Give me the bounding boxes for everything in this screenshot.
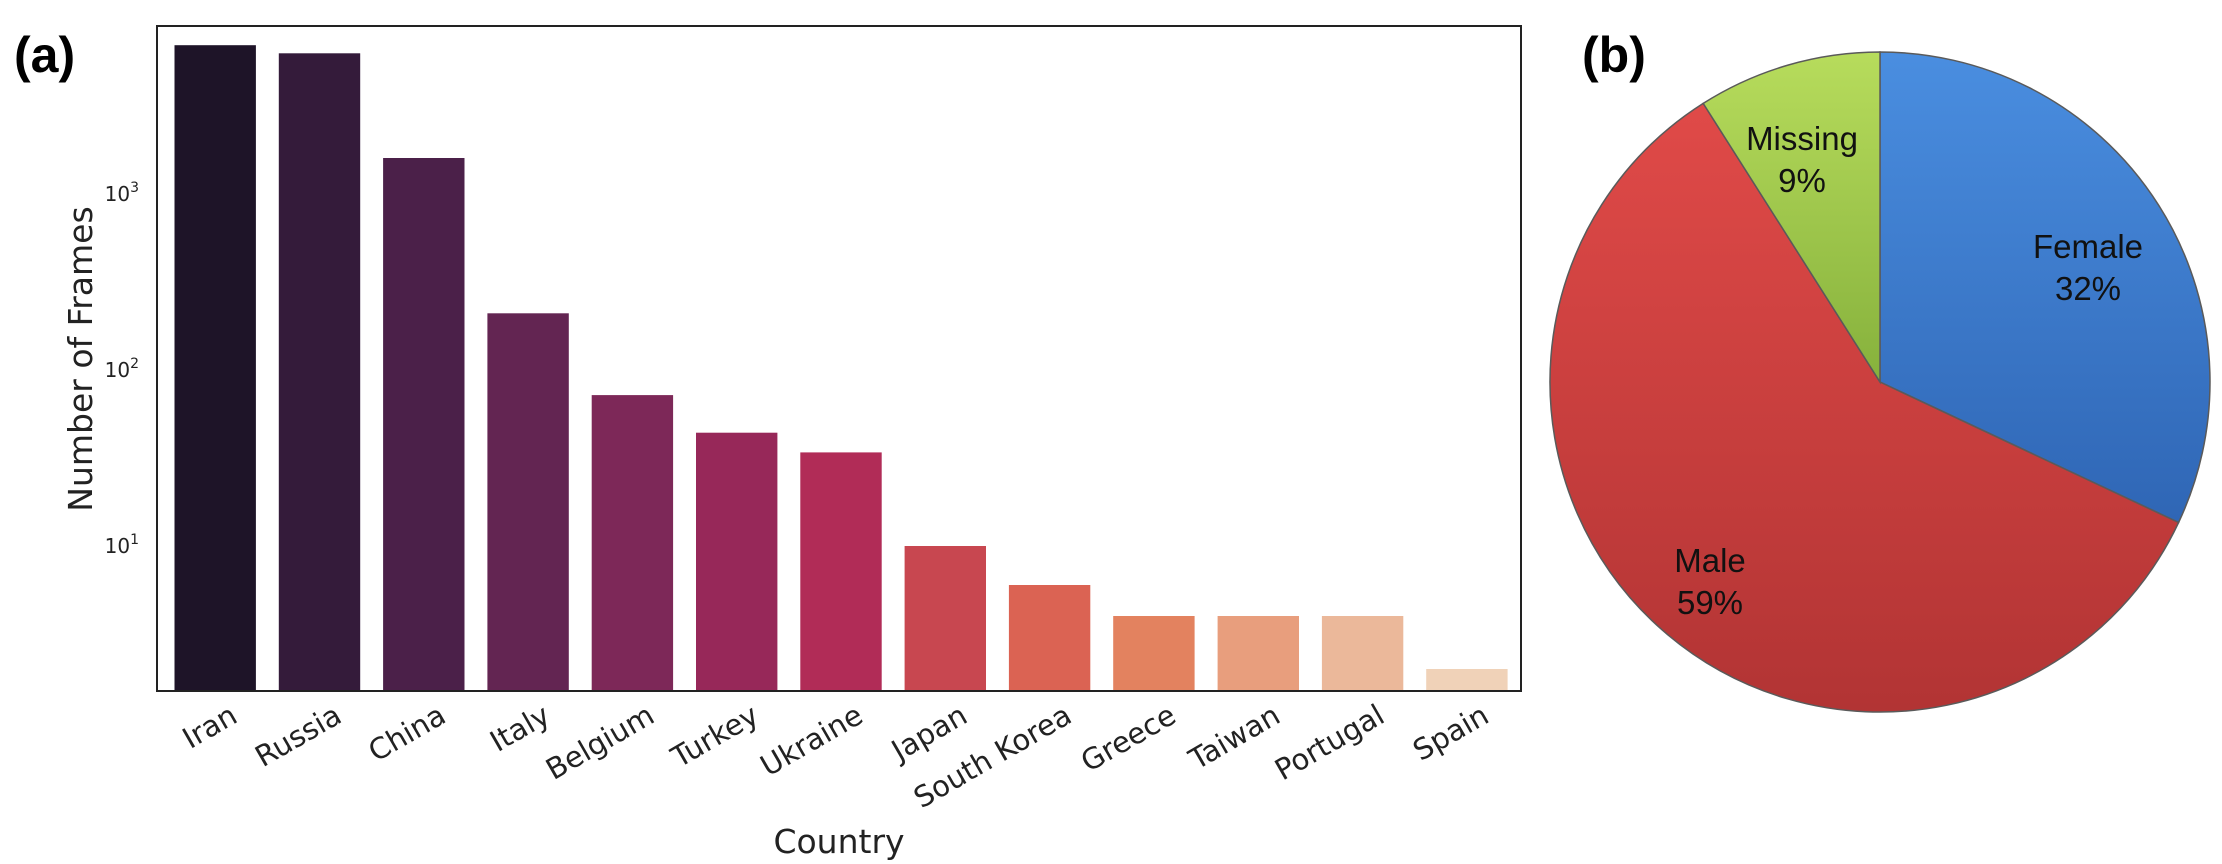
bar-spain xyxy=(1426,669,1508,691)
panel-label-a: (a) xyxy=(14,27,75,83)
bar-belgium xyxy=(591,395,674,691)
bar-ukraine xyxy=(800,452,882,691)
x-tick-label: Iran xyxy=(177,698,243,756)
y-tick-label: 101 xyxy=(105,532,139,558)
bar-turkey xyxy=(696,432,778,691)
plot-frame xyxy=(156,25,1522,692)
y-axis-ticks: 101 102 103 xyxy=(105,180,139,558)
pie-slice-male xyxy=(1549,102,2180,713)
y-tick-label: 102 xyxy=(105,356,139,382)
y-tick-label: 103 xyxy=(105,180,139,206)
pie-chart-panel: (b) Female 32% Male 59% Missing 9% xyxy=(1549,27,2211,713)
x-tick-label: China xyxy=(363,698,452,769)
bar-taiwan xyxy=(1217,616,1299,691)
pie-percent-male: 59% xyxy=(1677,584,1743,621)
bar-italy xyxy=(487,313,569,691)
x-axis-title: Country xyxy=(773,822,904,861)
pie-label-female: Female xyxy=(2033,228,2143,265)
x-tick-label: Russia xyxy=(249,698,347,774)
bar-series xyxy=(174,45,1508,692)
pie-percent-female: 32% xyxy=(2055,270,2121,307)
x-tick-label: Belgium xyxy=(540,698,660,787)
bar-portugal xyxy=(1321,616,1404,691)
pie-slice-missing xyxy=(1702,51,1881,385)
x-tick-label: Greece xyxy=(1075,698,1181,779)
x-tick-label: Turkey xyxy=(665,698,765,775)
pie-slice-female xyxy=(1879,51,2211,524)
bar-chart-panel: (a) 101 102 103 Iran Russia China ItalyBelgiu… xyxy=(14,25,1522,861)
bar-china xyxy=(383,158,465,691)
pie: Female 32% Male 59% Missing 9% xyxy=(1549,51,2211,713)
bar-russia xyxy=(278,53,361,692)
bar-greece xyxy=(1113,616,1195,691)
y-axis-title: Number of Frames xyxy=(61,206,100,511)
bar-iran xyxy=(174,45,256,691)
pie-label-male: Male xyxy=(1674,542,1746,579)
x-tick-label: Ukraine xyxy=(755,698,869,783)
bar-japan xyxy=(904,546,986,691)
bar-south-korea xyxy=(1008,585,1091,691)
x-tick-label: Italy xyxy=(484,698,555,759)
x-tick-label: Taiwan xyxy=(1182,698,1285,777)
panel-label-b: (b) xyxy=(1582,27,1646,83)
x-tick-label: Spain xyxy=(1407,698,1494,768)
x-tick-label: Portugal xyxy=(1269,698,1390,787)
pie-percent-missing: 9% xyxy=(1778,162,1826,199)
pie-label-missing: Missing xyxy=(1746,120,1858,157)
